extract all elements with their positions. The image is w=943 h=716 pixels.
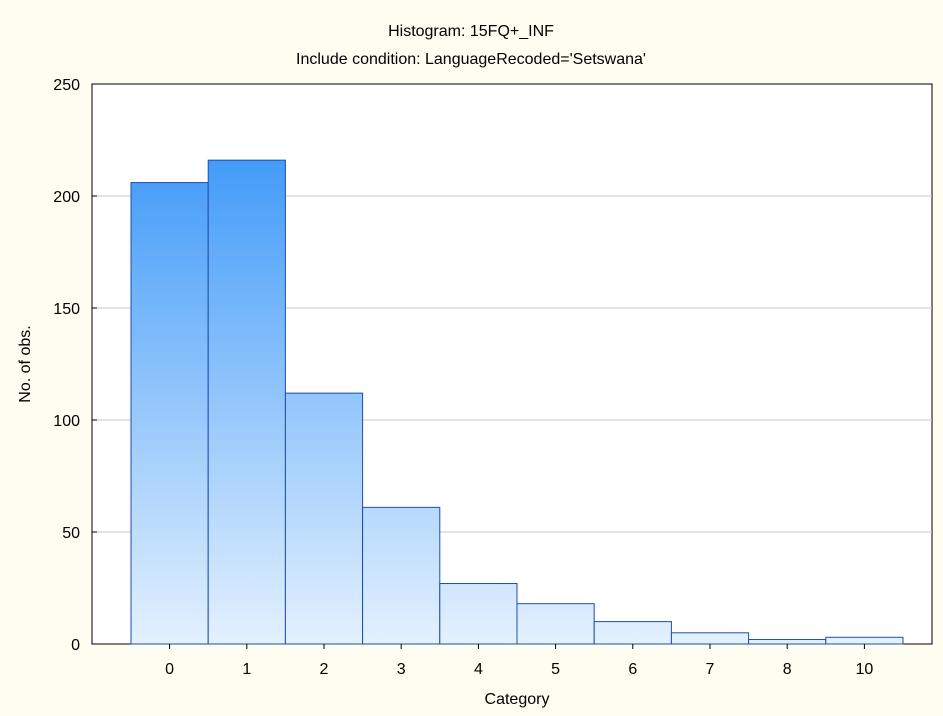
y-tick-label: 100 xyxy=(53,413,80,430)
chart-title: Histogram: 15FQ+_INF xyxy=(388,23,554,40)
bar-3 xyxy=(362,506,441,645)
chart-subtitle: Include condition: LanguageRecoded='Sets… xyxy=(296,51,646,68)
x-tick-label: 1 xyxy=(242,661,251,678)
bar-5 xyxy=(516,603,595,645)
bar-6 xyxy=(593,621,672,645)
x-tick-label: 8 xyxy=(783,661,792,678)
x-tick-label: 4 xyxy=(474,661,483,678)
y-tick-label: 200 xyxy=(53,189,80,206)
y-tick-label: 150 xyxy=(53,301,80,318)
x-tick-label: 10 xyxy=(856,661,874,678)
y-axis-ticks: 0 50 100 150 200 250 xyxy=(53,77,97,654)
x-tick-label: 5 xyxy=(551,661,560,678)
x-tick-label: 6 xyxy=(628,661,637,678)
y-tick-label: 0 xyxy=(71,637,80,654)
y-axis-label: No. of obs. xyxy=(17,325,34,402)
bar-10 xyxy=(825,636,904,645)
bar-2 xyxy=(284,392,364,645)
y-tick-label: 250 xyxy=(53,77,80,94)
x-tick-label: 2 xyxy=(320,661,329,678)
bar-0 xyxy=(130,182,209,645)
x-tick-label: 0 xyxy=(165,661,174,678)
bar-4 xyxy=(439,583,518,645)
x-axis-ticks: 0 1 2 3 4 5 6 7 8 10 xyxy=(165,644,873,678)
x-tick-label: 3 xyxy=(397,661,406,678)
x-tick-label: 7 xyxy=(706,661,715,678)
x-axis-label: Category xyxy=(485,691,550,708)
bar-1 xyxy=(207,159,286,645)
bar-7 xyxy=(670,632,750,645)
bar-8 xyxy=(748,639,827,645)
y-tick-label: 50 xyxy=(62,525,80,542)
